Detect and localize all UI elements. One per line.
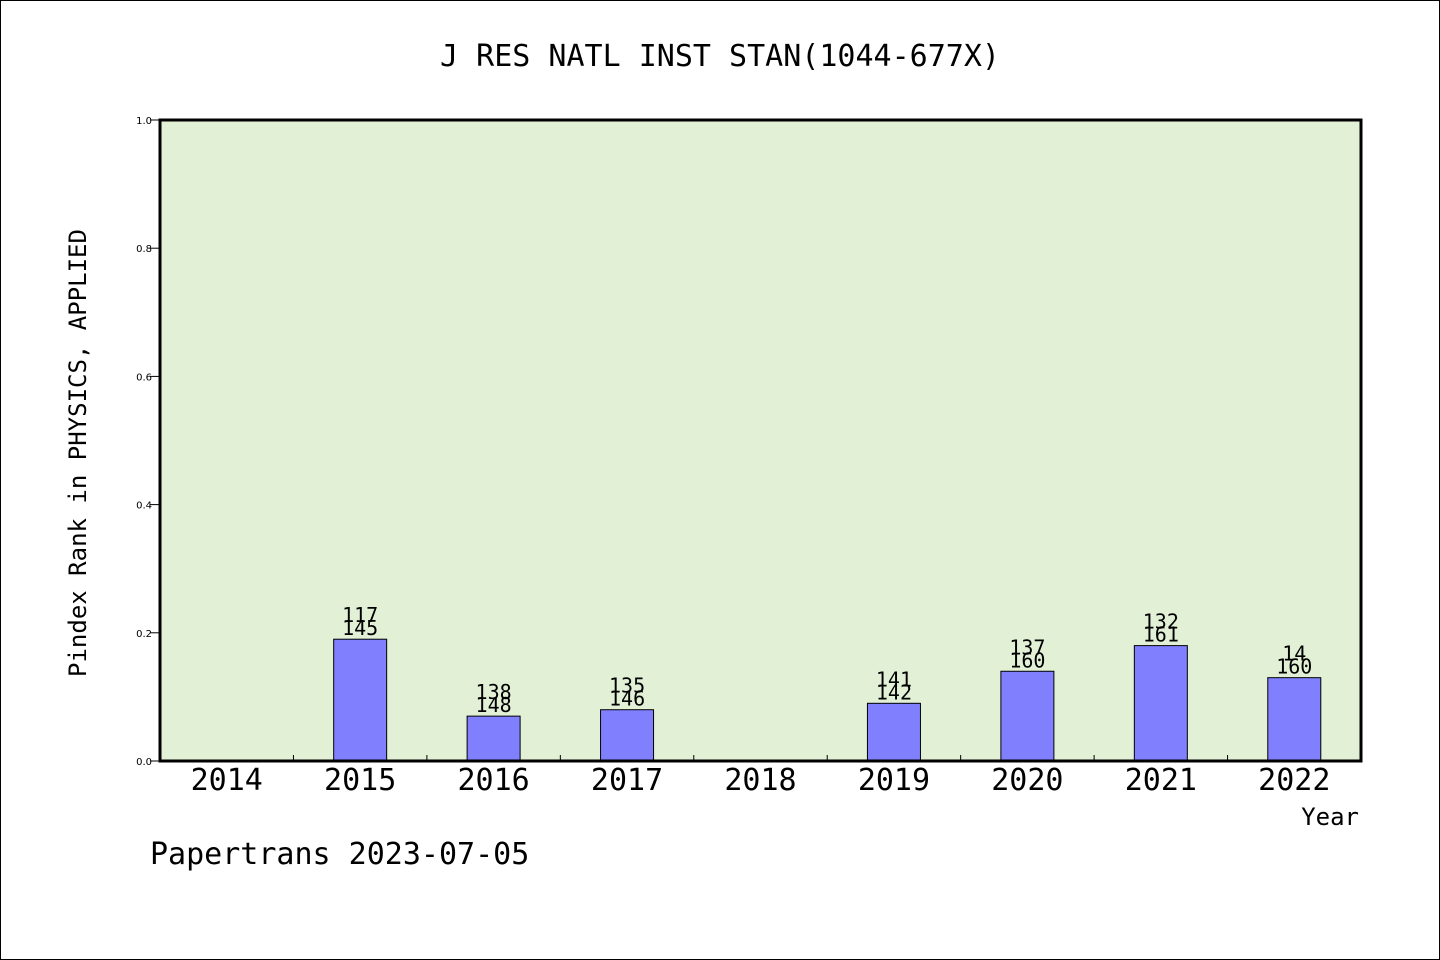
bar-label-bottom: 142	[876, 680, 912, 704]
x-tick-label: 2022	[1258, 763, 1330, 798]
bar-label-top: 135	[609, 674, 645, 698]
bar-label-bottom: 146	[609, 687, 645, 711]
y-tick-label: 0.0	[136, 757, 152, 768]
x-tick-label: 2014	[191, 763, 263, 798]
bars-group	[333, 638, 1322, 762]
x-axis-label: Year	[1301, 803, 1359, 831]
bar-2017	[600, 709, 655, 762]
bar-label-bottom: 160	[1009, 648, 1045, 672]
x-tick-label: 2021	[1125, 763, 1197, 798]
bar-label-bottom: 148	[476, 693, 512, 717]
x-tick-label: 2019	[858, 763, 930, 798]
x-tick-label: 2017	[591, 763, 663, 798]
y-tick-label: 0.4	[136, 501, 152, 512]
y-axis-label: Pindex Rank in PHYSICS, APPLIED	[64, 229, 92, 677]
bar-2019	[866, 702, 921, 762]
chart-title: J RES NATL INST STAN(1044-677X)	[440, 39, 1000, 74]
bar-label-bottom: 160	[1276, 655, 1312, 679]
y-tick-label: 0.2	[136, 629, 152, 640]
y-tick-label: 1.0	[136, 116, 152, 127]
y-tick-label: 0.8	[136, 244, 152, 255]
bar-label-top: 138	[476, 680, 512, 704]
bar-2021	[1133, 645, 1188, 762]
y-axis-ticks: 0.0 0.2 0.4 0.6 0.8 1.0	[136, 116, 160, 768]
footer-text: Papertrans 2023-07-05	[150, 837, 529, 872]
bar-label-top: 132	[1143, 610, 1179, 634]
bar-label-top: 141	[876, 667, 912, 691]
x-tick-label: 2020	[991, 763, 1063, 798]
x-axis-ticks: 2014 2015 2016 2017 2018 2019 2020 2021 2022	[191, 755, 1330, 798]
bar-label-top: 137	[1009, 635, 1045, 659]
bar-2020	[1000, 670, 1055, 762]
bar-label-top: 14	[1282, 642, 1306, 666]
plot-border	[158, 118, 1363, 763]
x-tick-label: 2018	[724, 763, 796, 798]
bar-2015	[333, 638, 388, 762]
bar-labels-group: 1171451381481351461411421371601321611416…	[342, 603, 1312, 717]
bar-2022	[1267, 677, 1322, 762]
y-tick-label: 0.6	[136, 372, 152, 383]
bar-label-top: 117	[342, 603, 378, 627]
bar-label-bottom: 161	[1143, 623, 1179, 647]
bar-2016	[466, 715, 521, 762]
bar-label-bottom: 145	[342, 616, 378, 640]
x-tick-label: 2016	[457, 763, 529, 798]
x-tick-label: 2015	[324, 763, 396, 798]
